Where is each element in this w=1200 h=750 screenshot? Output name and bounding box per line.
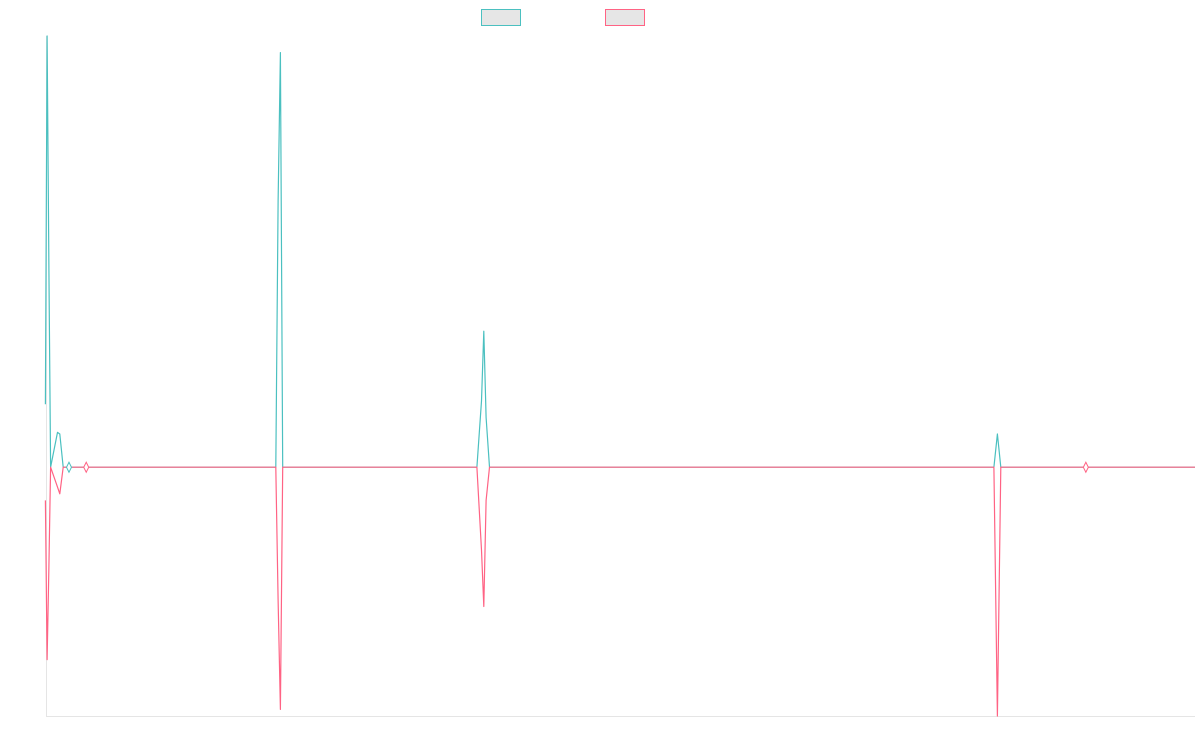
chart-series-lines	[44, 35, 1195, 717]
data-point-marker-1	[65, 461, 73, 474]
data-point-marker-3	[1082, 461, 1089, 474]
series-line-2	[44, 466, 1195, 717]
series-line-1	[44, 35, 1195, 468]
legend-swatch-series-1[interactable]	[481, 9, 521, 26]
chart-point-markers	[65, 461, 1089, 474]
legend-swatch-series-2[interactable]	[605, 9, 645, 26]
data-point-marker-2	[83, 461, 90, 474]
chart-axes	[46, 36, 1195, 717]
